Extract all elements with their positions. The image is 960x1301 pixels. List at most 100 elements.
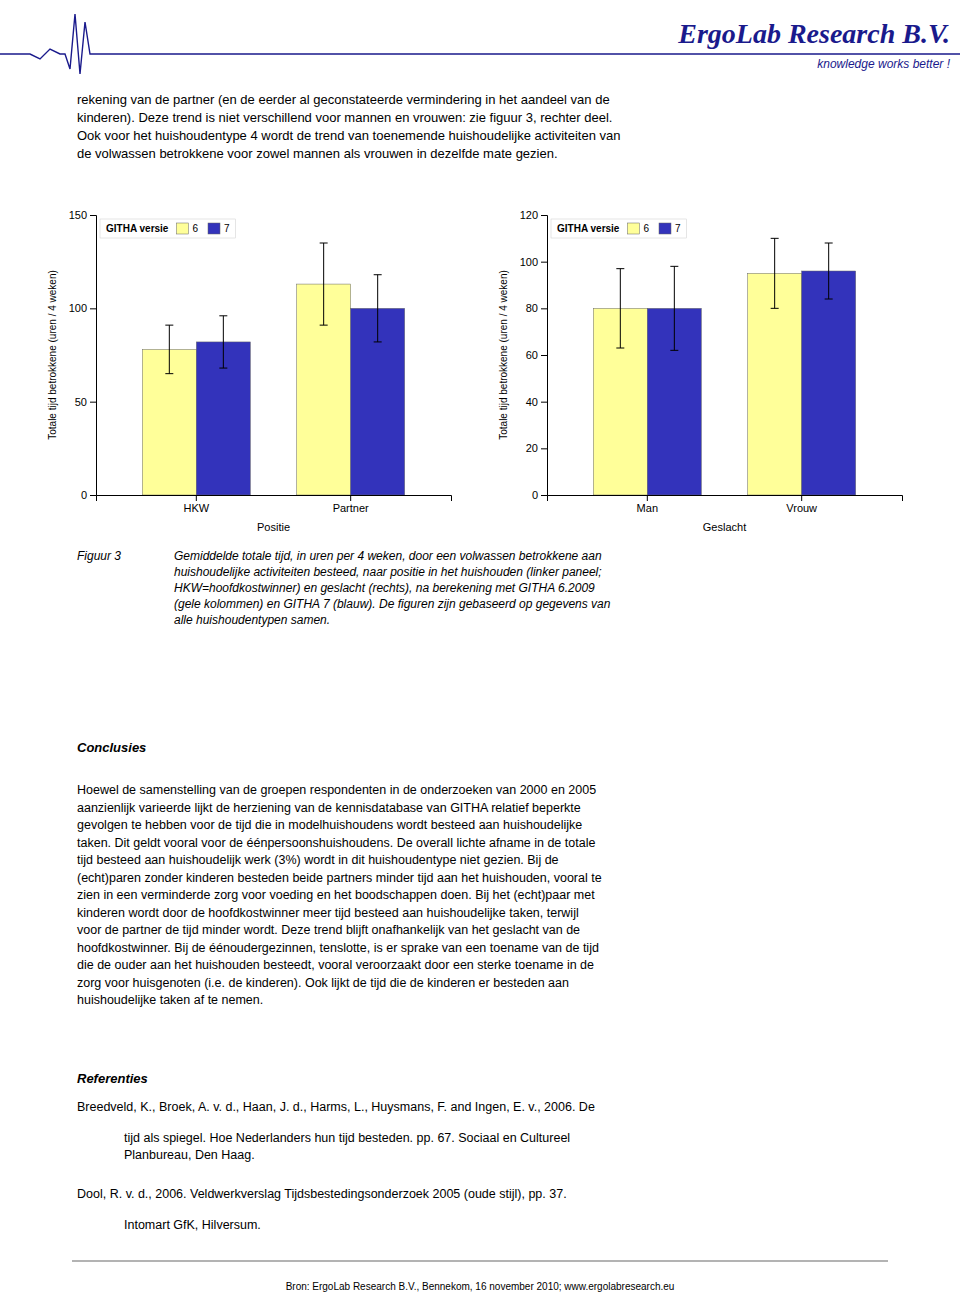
tick: 0 xyxy=(81,489,96,501)
error-bar xyxy=(165,325,173,374)
tick-mark xyxy=(541,448,547,449)
reference-line: Breedveld, K., Broek, A. v. d., Haan, J.… xyxy=(77,1100,595,1114)
error-bar xyxy=(374,275,382,342)
tick-label: 40 xyxy=(526,396,538,408)
reference-continuation-line: tijd als spiegel. Hoe Nederlanders hun t… xyxy=(124,1131,570,1145)
legend-label: 7 xyxy=(675,223,681,234)
series xyxy=(196,275,404,495)
tick-mark xyxy=(541,355,547,356)
legend: GITHA versie 6 7 xyxy=(100,219,236,238)
reference-continuation-line: Planbureau, Den Haag. xyxy=(124,1148,255,1162)
body-text-line: die de ouder aan het huishouden besteedt… xyxy=(77,958,594,972)
tick-label: Partner xyxy=(333,502,369,514)
x-axis: Man Vrouw xyxy=(548,495,903,514)
tick: 100 xyxy=(520,256,547,268)
legend-label: 7 xyxy=(224,223,230,234)
y-axis: 0 50 100 150 xyxy=(69,209,97,501)
figure-caption-line: alle huishoudentypen samen. xyxy=(174,613,330,627)
legend-swatch xyxy=(208,223,220,234)
section-title: Conclusies xyxy=(77,740,146,755)
legend-background xyxy=(551,219,687,238)
body-text-line: de volwassen betrokkene voor zowel manne… xyxy=(77,146,558,161)
bar-chart: 0 50 100 150 HKWPartner Positie Totale tijd be… xyxy=(47,209,452,533)
tick-mark xyxy=(541,262,547,263)
tick-label: 0 xyxy=(532,489,538,501)
error-bar xyxy=(825,243,833,299)
legend-label: 6 xyxy=(192,223,198,234)
ecg-line xyxy=(0,14,960,74)
tick-label: 100 xyxy=(520,256,538,268)
figure-label: Figuur 3 xyxy=(77,549,121,563)
tick: 100 xyxy=(69,302,96,314)
tick: Man xyxy=(637,495,658,514)
tick-mark xyxy=(90,495,96,496)
reference-line: Dool, R. v. d., 2006. Veldwerkverslag Ti… xyxy=(77,1187,567,1201)
y-axis-title: Totale tijd betrokkene (uren / 4 weken) xyxy=(47,270,58,440)
tick-label: Vrouw xyxy=(786,502,817,514)
y-axis-title: Totale tijd betrokkene (uren / 4 weken) xyxy=(498,270,509,440)
axis-line xyxy=(548,496,903,502)
legend-swatch xyxy=(659,223,671,234)
axis-line xyxy=(90,216,97,496)
tick-label: 50 xyxy=(75,396,87,408)
body-text-line: gevolgen te hebben voor de tijd die in m… xyxy=(77,818,582,832)
reference-continuation: Intomart GfK, Hilversum. xyxy=(124,1218,261,1232)
tick-mark xyxy=(90,308,96,309)
tick: 0 xyxy=(532,489,547,501)
plot-marks xyxy=(142,243,404,495)
x-axis-title: Positie xyxy=(257,521,290,533)
legend-items: GITHA versie 6 7 xyxy=(106,223,230,234)
figure-caption: Gemiddelde totale tijd, in uren per 4 we… xyxy=(174,549,611,627)
header-subtitle-line: knowledge works better ! xyxy=(817,57,950,71)
legend-background xyxy=(100,219,236,238)
body-text-line: taken. Dit geldt vooral voor de éénperso… xyxy=(77,836,595,850)
x-axis: HKWPartner xyxy=(97,495,452,514)
tick: 60 xyxy=(526,349,547,361)
section-title: Referenties xyxy=(77,1071,148,1086)
bar xyxy=(802,271,856,495)
body-text-line: rekening van de partner (en de eerder al… xyxy=(77,92,610,107)
tick-label: 60 xyxy=(526,349,538,361)
tick-mark xyxy=(196,495,197,501)
footer-rule xyxy=(72,1261,888,1262)
page-svg: ErgoLab Research B.V. knowledge works bet… xyxy=(0,0,960,1301)
section-title-line: Referenties xyxy=(77,1071,148,1086)
legend-swatch xyxy=(176,223,188,234)
bar-chart: 020406080100120ManVrouwGeslachtTotale ti… xyxy=(498,209,903,533)
body-text-line: hoofdkostwinner. Bij de éénoudergezinnen… xyxy=(77,941,599,955)
tick-label: 0 xyxy=(81,489,87,501)
figure-label-line: Figuur 3 xyxy=(77,549,121,563)
y-axis: 020406080100120 xyxy=(520,209,548,501)
body-text: rekening van de partner (en de eerder al… xyxy=(77,92,620,161)
body-text-line: huishoudelijke taken af te nemen. xyxy=(77,993,263,1007)
axis-line xyxy=(97,496,452,502)
tick-label: 150 xyxy=(69,209,87,221)
legend-items: GITHA versie67 xyxy=(557,223,681,234)
tick: 50 xyxy=(75,396,96,408)
reference-continuation-line: Intomart GfK, Hilversum. xyxy=(124,1218,261,1232)
reference: Breedveld, K., Broek, A. v. d., Haan, J.… xyxy=(77,1100,595,1114)
tick: Partner xyxy=(333,495,369,514)
tick: Vrouw xyxy=(786,495,817,514)
tick-mark xyxy=(541,402,547,403)
legend-title: GITHA versie xyxy=(106,223,169,234)
legend: GITHA versie67 xyxy=(551,219,687,238)
tick: 120 xyxy=(520,209,547,221)
tick-mark xyxy=(350,495,351,501)
x-axis-title: Geslacht xyxy=(703,521,746,533)
figure-caption-line: huishoudelijke activiteiten besteed, naa… xyxy=(174,565,602,579)
legend-label: 6 xyxy=(643,223,649,234)
tick-label: 100 xyxy=(69,302,87,314)
tick-mark xyxy=(647,495,648,501)
tick-label: 80 xyxy=(526,302,538,314)
tick-mark xyxy=(541,308,547,309)
header-title: ErgoLab Research B.V. xyxy=(677,18,950,49)
figure-caption-line: (gele kolommen) en GITHA 7 (blauw). De f… xyxy=(174,597,611,611)
body-text-line: tijd besteed aan huishoudelijk werk (3%)… xyxy=(77,853,559,867)
axis-line xyxy=(541,216,548,496)
tick-label: Man xyxy=(637,502,658,514)
header-title-line: ErgoLab Research B.V. xyxy=(677,18,950,49)
body-text-line: zorg voor huisgenoten (i.e. de kinderen)… xyxy=(77,976,569,990)
footer-text: Bron: ErgoLab Research B.V., Bennekom, 1… xyxy=(286,1281,675,1292)
reference: Dool, R. v. d., 2006. Veldwerkverslag Ti… xyxy=(77,1187,567,1201)
